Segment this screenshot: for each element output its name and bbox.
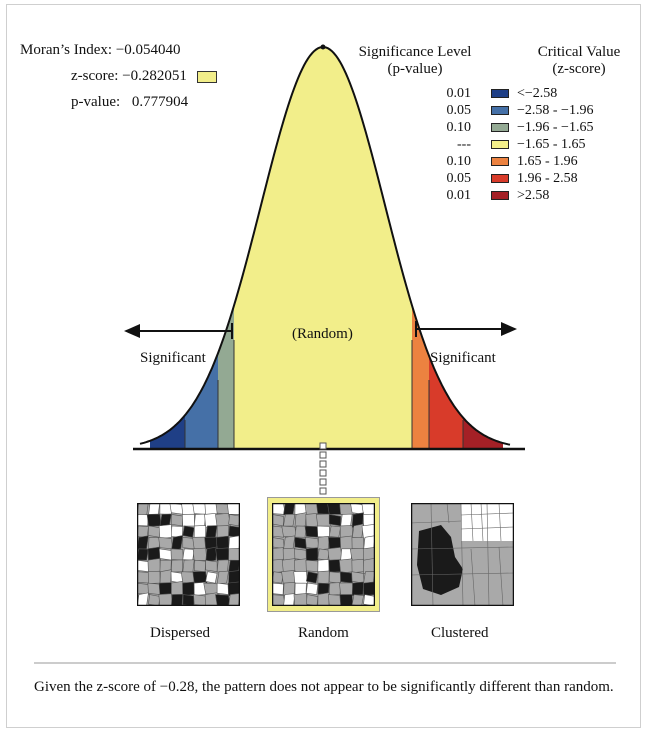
legend-swatch xyxy=(491,106,509,115)
legend-z-range: >2.58 xyxy=(517,188,550,203)
legend-p-value: 0.01 xyxy=(446,188,472,203)
legend-z-range: 1.65 - 1.96 xyxy=(517,154,578,169)
morans-index-value: −0.054040 xyxy=(115,42,181,58)
random-label: Random xyxy=(298,625,349,641)
clustered-label: Clustered xyxy=(431,625,489,641)
dispersed-label: Dispersed xyxy=(150,625,210,641)
figure-frame xyxy=(6,4,641,728)
region-dividers xyxy=(184,340,464,449)
region-p001-left xyxy=(150,47,185,449)
z-score-swatch xyxy=(196,70,217,83)
legend-p-value: 0.05 xyxy=(446,171,472,186)
p-value-label: p-value: xyxy=(71,94,121,110)
significance-header-line2: (p-value) xyxy=(387,61,443,77)
random-region-label: (Random) xyxy=(292,326,353,342)
z-score: z-score: −0.282051 xyxy=(71,68,217,85)
p-value-value: 0.777904 xyxy=(131,94,189,110)
legend-z-range: <−2.58 xyxy=(517,86,558,101)
right-arrow xyxy=(415,321,517,337)
curve-regions xyxy=(150,47,503,449)
legend-p-value: --- xyxy=(457,137,471,152)
critical-value-header: Critical Value (z-score) xyxy=(524,44,634,78)
divider-rule xyxy=(34,662,616,664)
legend-swatch xyxy=(491,157,509,166)
legend-p-value: 0.05 xyxy=(446,103,472,118)
region-p005-right xyxy=(429,47,463,449)
region-p001-right xyxy=(463,47,503,449)
legend-swatch xyxy=(491,191,509,200)
significance-header: Significance Level (p-value) xyxy=(340,44,490,78)
morans-index-label: Moran’s Index: xyxy=(20,42,113,58)
random-map xyxy=(267,497,380,612)
legend-p-value: 0.10 xyxy=(446,154,472,169)
legend-z-range: 1.96 - 2.58 xyxy=(517,171,578,186)
z-score-label: z-score: xyxy=(71,68,119,84)
critical-value-header-line2: (z-score) xyxy=(552,61,606,77)
clustered-map xyxy=(411,503,514,606)
curve-peak-dot xyxy=(320,44,326,50)
region-p010-left xyxy=(218,47,234,449)
significant-left-label: Significant xyxy=(140,350,206,366)
legend-p-value: 0.10 xyxy=(446,120,472,135)
legend-swatch xyxy=(491,140,509,149)
region-p005-left xyxy=(185,47,218,449)
legend-swatch xyxy=(491,89,509,98)
legend-z-range: −1.65 - 1.65 xyxy=(517,137,586,152)
morans-index: Moran’s Index: −0.054040 xyxy=(20,42,181,59)
dispersed-map xyxy=(137,503,240,606)
legend-z-range: −2.58 - −1.96 xyxy=(517,103,594,118)
region-p010-right xyxy=(412,47,429,449)
legend-p-value: 0.01 xyxy=(446,86,472,101)
legend-z-range: −1.96 - −1.65 xyxy=(517,120,594,135)
z-score-value: −0.282051 xyxy=(122,68,187,84)
region-random xyxy=(234,47,412,449)
p-value: p-value: 0.777904 xyxy=(71,94,188,111)
figure-caption: Given the z-score of −0.28, the pattern … xyxy=(34,679,614,695)
left-arrow xyxy=(124,323,233,339)
significance-header-line1: Significance Level xyxy=(358,44,472,60)
z-score-marker xyxy=(319,442,327,495)
significant-right-label: Significant xyxy=(430,350,496,366)
legend-swatch xyxy=(491,174,509,183)
legend-swatch xyxy=(491,123,509,132)
critical-value-header-line1: Critical Value xyxy=(537,44,621,60)
